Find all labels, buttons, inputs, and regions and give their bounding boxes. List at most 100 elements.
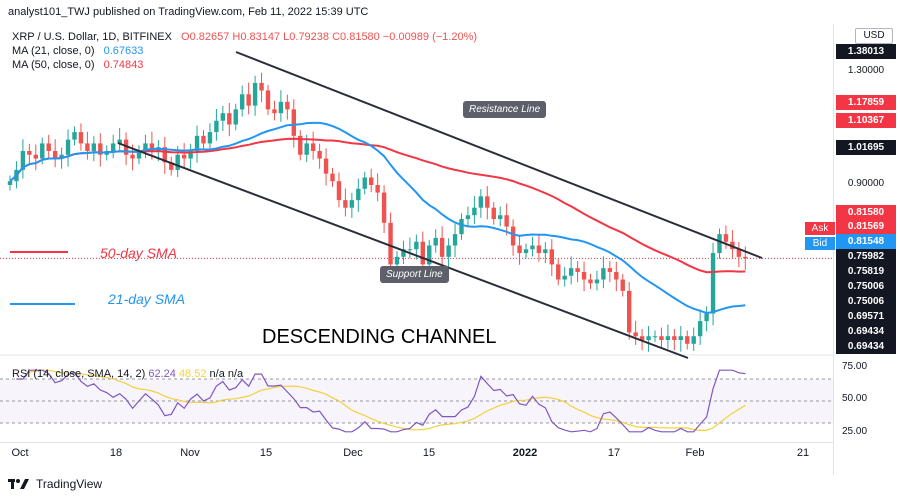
candle-body	[433, 237, 438, 246]
candle-body	[594, 279, 600, 284]
candle-body	[575, 268, 580, 272]
candle-body	[207, 132, 213, 144]
candle-body	[175, 154, 180, 170]
resistance-line	[235, 51, 763, 259]
candle-body	[530, 245, 535, 250]
rsi-sma-line	[16, 369, 746, 431]
candle-body	[349, 200, 355, 208]
legend-ma50-value: 0.74843	[103, 59, 144, 71]
candle-body	[381, 192, 387, 223]
ma50-annotation: 50-day SMA	[100, 245, 178, 261]
candle-body	[188, 150, 193, 159]
candle-body	[98, 143, 103, 155]
candle-body	[394, 256, 400, 265]
rsi-level-25: 25.00	[842, 426, 868, 437]
rsi-value: 62.24	[148, 368, 176, 380]
candle-body	[117, 139, 122, 144]
footer-brand-text: TradingView	[36, 477, 103, 491]
price-label: 0.75006	[836, 279, 896, 294]
candle-body	[91, 143, 97, 151]
candle-body	[285, 101, 290, 110]
price-label: 1.17859	[836, 95, 896, 110]
candle-body	[130, 154, 135, 159]
legend-ma50-row: MA (50, close, 0) 0.74843	[12, 58, 477, 72]
price-label: 0.69434	[836, 324, 896, 339]
resistance-callout: Resistance Line	[463, 101, 547, 118]
currency-selector[interactable]: USD	[855, 28, 893, 44]
price-label: 0.69571	[836, 309, 896, 324]
candle-body	[439, 237, 445, 257]
candle-body	[310, 143, 316, 151]
legend-ma21-row: MA (21, close, 0) 0.67633	[12, 44, 477, 58]
candle-body	[407, 249, 413, 251]
candle-body	[227, 113, 232, 125]
time-label-15b: 15	[422, 447, 436, 459]
candle-body	[678, 336, 683, 340]
price-label: 0.69434	[836, 339, 896, 354]
candle-body	[59, 154, 64, 159]
candle-body	[336, 181, 342, 201]
candle-body	[523, 249, 529, 254]
candle-body	[633, 332, 638, 337]
price-label: 0.75006	[836, 294, 896, 309]
candle-body	[362, 177, 367, 189]
candle-body	[691, 336, 696, 344]
channel-annotation: DESCENDING CHANNEL	[262, 326, 497, 348]
bid-label: Bid	[805, 237, 835, 250]
candle-body	[710, 253, 716, 314]
legend-ma21-value: 0.67633	[103, 45, 144, 57]
candle-body	[581, 271, 587, 280]
legend-ma50-label: MA (50, close, 0)	[12, 59, 95, 71]
candle-body	[459, 219, 464, 235]
candle-body	[246, 94, 251, 106]
candle-body	[220, 113, 226, 121]
publisher-text: analyst101_TWJ published on TradingView.…	[8, 6, 369, 18]
time-axis[interactable]	[0, 442, 833, 463]
legend-symbol: XRP / U.S. Dollar, 1D, BITFINEX	[12, 31, 172, 43]
candle-body	[78, 132, 84, 144]
legend-ohlc: O0.82657 H0.83147 L0.79238 C0.81580 −0.0…	[181, 31, 478, 43]
candle-body	[259, 82, 264, 91]
publisher-header: analyst101_TWJ published on TradingView.…	[0, 0, 900, 24]
candle-body	[556, 264, 561, 280]
candle-body	[685, 336, 690, 344]
candle-body	[65, 139, 71, 155]
time-label-oct: Oct	[11, 447, 29, 459]
candle-body	[343, 200, 348, 208]
candle-body	[672, 336, 677, 340]
candle-body	[472, 207, 477, 216]
footer-brand[interactable]: TradingView	[8, 477, 102, 491]
candle-body	[272, 109, 277, 114]
candle-body	[414, 241, 419, 250]
price-label: 0.81580	[836, 205, 896, 220]
candle-body	[446, 245, 451, 257]
candle-body	[736, 249, 742, 257]
candle-body	[607, 268, 613, 272]
candle-body	[517, 245, 522, 254]
candle-body	[72, 132, 77, 140]
candle-body	[665, 336, 671, 340]
price-label: 0.75982	[836, 249, 896, 264]
candle-body	[298, 135, 303, 155]
candle-body	[536, 245, 542, 254]
time-label-dec: Dec	[343, 447, 363, 459]
candle-body	[465, 215, 471, 220]
price-label: 1.30000	[847, 65, 885, 76]
candle-body	[214, 120, 219, 133]
price-label: 0.81548	[836, 234, 896, 249]
chart-legend: XRP / U.S. Dollar, 1D, BITFINEX O0.82657…	[12, 30, 477, 72]
candle-body	[291, 109, 296, 136]
candle-body	[652, 336, 658, 338]
candle-body	[401, 249, 406, 257]
candle-body	[252, 82, 258, 106]
support-line	[117, 142, 689, 359]
candle-body	[27, 150, 32, 155]
candle-body	[33, 154, 38, 159]
candle-body	[123, 139, 129, 155]
candle-body	[627, 290, 632, 333]
ma21-line	[9, 121, 746, 315]
rsi-legend: RSI (14, close, SMA, 14, 2) 62.24 48.52 …	[12, 368, 243, 380]
candle-body	[85, 143, 90, 151]
time-label-15: 15	[259, 447, 273, 459]
